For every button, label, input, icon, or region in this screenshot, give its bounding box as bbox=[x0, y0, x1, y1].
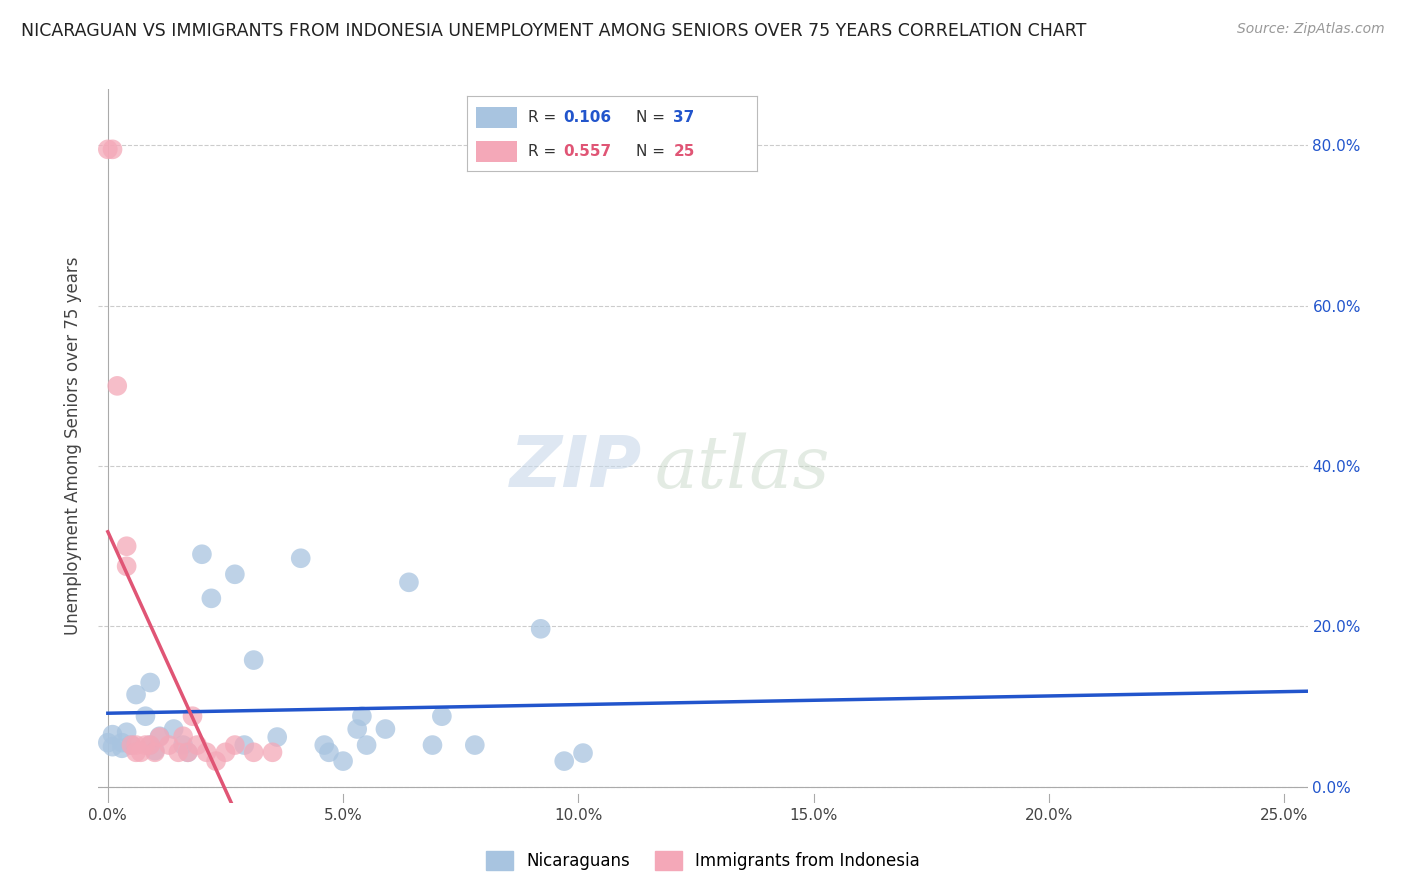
Point bbox=[97, 736, 120, 750]
Point bbox=[530, 622, 553, 636]
Point bbox=[115, 559, 138, 574]
Point bbox=[177, 745, 200, 759]
Point bbox=[572, 746, 595, 760]
Point bbox=[167, 745, 190, 759]
Point bbox=[157, 738, 180, 752]
Point bbox=[129, 745, 152, 759]
Point bbox=[262, 745, 284, 759]
Point bbox=[422, 738, 444, 752]
Point bbox=[149, 730, 172, 744]
Point bbox=[149, 729, 172, 743]
Point bbox=[332, 754, 354, 768]
Point bbox=[163, 722, 186, 736]
Point bbox=[398, 575, 420, 590]
Point bbox=[191, 547, 214, 561]
Point bbox=[139, 675, 162, 690]
Point bbox=[143, 745, 166, 759]
Point bbox=[374, 722, 396, 736]
Point bbox=[125, 745, 148, 759]
Point bbox=[266, 730, 288, 744]
Point bbox=[101, 739, 124, 754]
Point bbox=[139, 738, 162, 752]
Text: Source: ZipAtlas.com: Source: ZipAtlas.com bbox=[1237, 22, 1385, 37]
Point bbox=[134, 709, 156, 723]
Point bbox=[139, 738, 162, 752]
Point bbox=[233, 738, 256, 752]
Point bbox=[177, 745, 200, 759]
Point bbox=[553, 754, 575, 768]
Point bbox=[214, 745, 236, 759]
Point bbox=[242, 745, 264, 759]
Point bbox=[172, 738, 194, 752]
Y-axis label: Unemployment Among Seniors over 75 years: Unemployment Among Seniors over 75 years bbox=[65, 257, 83, 635]
Point bbox=[350, 709, 373, 723]
Point bbox=[125, 688, 148, 702]
Point bbox=[181, 709, 204, 723]
Point bbox=[97, 142, 120, 156]
Text: atlas: atlas bbox=[655, 432, 830, 503]
Point bbox=[125, 738, 148, 752]
Point bbox=[224, 738, 246, 752]
Point bbox=[195, 745, 218, 759]
Point bbox=[115, 725, 138, 739]
Point bbox=[120, 738, 142, 752]
Point bbox=[111, 741, 134, 756]
Point bbox=[172, 729, 194, 743]
Point bbox=[464, 738, 486, 752]
Point bbox=[143, 744, 166, 758]
Point bbox=[111, 736, 134, 750]
Point bbox=[101, 728, 124, 742]
Point bbox=[314, 738, 336, 752]
Point bbox=[346, 722, 368, 736]
Point bbox=[120, 738, 142, 752]
Point bbox=[224, 567, 246, 582]
Point bbox=[134, 738, 156, 752]
Point bbox=[101, 142, 124, 156]
Point bbox=[115, 539, 138, 553]
Point bbox=[318, 745, 340, 759]
Point bbox=[242, 653, 264, 667]
Legend: Nicaraguans, Immigrants from Indonesia: Nicaraguans, Immigrants from Indonesia bbox=[479, 844, 927, 877]
Point bbox=[430, 709, 453, 723]
Point bbox=[290, 551, 312, 566]
Point bbox=[205, 754, 228, 768]
Point bbox=[200, 591, 222, 606]
Text: NICARAGUAN VS IMMIGRANTS FROM INDONESIA UNEMPLOYMENT AMONG SENIORS OVER 75 YEARS: NICARAGUAN VS IMMIGRANTS FROM INDONESIA … bbox=[21, 22, 1087, 40]
Text: ZIP: ZIP bbox=[510, 433, 643, 502]
Point bbox=[105, 379, 128, 393]
Point bbox=[186, 738, 208, 752]
Point bbox=[356, 738, 378, 752]
